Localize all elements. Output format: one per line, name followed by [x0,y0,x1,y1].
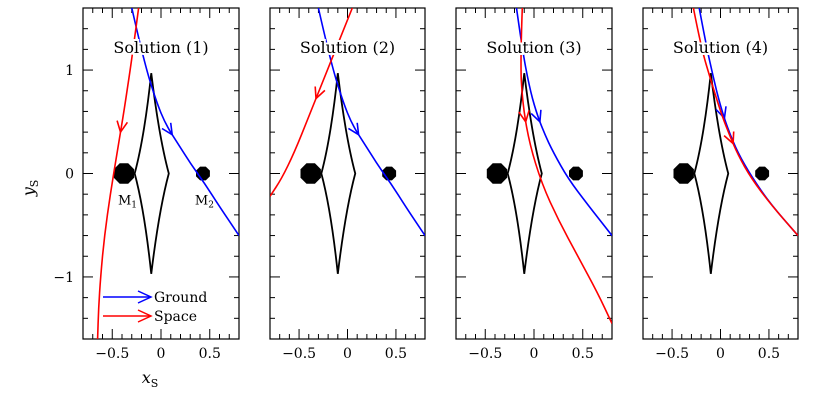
caustic-curve [506,73,543,274]
legend-ground-label: Ground [154,290,207,306]
panel-title: Solution (1) [113,38,208,57]
trajectory-space [692,8,798,237]
legend-ground-arrow-icon [137,290,153,304]
svg-text:xS: xS [142,368,159,390]
legend: Ground Space [103,290,207,325]
trajectory-ground-arrow-icon [347,122,360,137]
trajectory-ground [131,8,239,237]
x-tick-label: 0.5 [199,346,221,362]
panel-title: Solution (3) [486,38,581,57]
x-tick-label: 0 [157,346,166,362]
y-tick-label: 0 [65,167,74,183]
y-tick-label: −1 [53,270,74,286]
lens-label-2: M2 [195,194,214,211]
lens-mass-1-icon [113,163,135,184]
lens-label-name: M [118,194,131,209]
x-tick-label: 0 [716,346,725,362]
x-axis-label-text: x [142,368,151,387]
trajectory-ground [515,8,612,237]
trajectory-ground-arrow-icon [715,106,727,120]
x-tick-label: 0 [530,346,539,362]
panel-4: −0.5 0 0.5 Solution (4) [642,7,799,362]
legend-space-label: Space [154,309,197,325]
caustic-curve [320,73,357,274]
x-tick-label: −0.5 [655,346,689,362]
y-axis-label: yS [19,180,41,198]
trajectory-ground-arrow-icon [161,122,174,137]
trajectory-space-arrow-icon [116,120,129,134]
trajectory-space-arrow-icon [723,131,735,146]
trajectory-space [520,8,612,324]
lens-mass-1-icon [673,163,694,184]
lens-mass-2-icon [569,166,583,181]
y-axis-label-text: y [19,186,38,197]
trajectory-space [96,8,140,339]
lens-label-sub: 2 [208,201,214,211]
trajectory-ground [317,8,425,237]
y-tick-label: 1 [65,63,74,79]
trajectories-group [96,8,239,339]
panel-3: −0.5 0 0.5 Solution (3) [455,7,613,362]
lens-mass-1-icon [300,163,321,184]
trajectories-group [515,8,612,324]
x-tick-label: 0.5 [758,346,780,362]
trajectory-space-arrow-icon [314,86,326,101]
panel-2: −0.5 0 0.5 Solution (2) [269,7,426,362]
svg-text:yS: yS [19,180,41,198]
trajectory-ground-arrow-icon [530,109,542,124]
lens-mass-2-icon [755,166,770,181]
y-axis-label-sub: S [28,180,41,188]
panel-title: Solution (4) [673,38,768,57]
lens-mass-1-icon [486,163,508,184]
x-tick-label: 0.5 [385,346,407,362]
legend-space-arrow-icon [137,309,153,323]
x-tick-label: −0.5 [95,346,129,362]
x-tick-label: 0 [343,346,352,362]
trajectories-group [270,8,425,237]
lens-label-sub: 1 [131,201,137,211]
x-axis-label: xS [142,368,159,390]
trajectory-space [270,8,354,197]
caustic-curve [693,73,730,274]
lens-label-1: M1 [118,194,137,211]
panel-frame [642,7,799,340]
x-axis-label-sub: S [151,377,159,390]
x-tick-label: −0.5 [282,346,316,362]
caustic-curve [133,73,170,274]
trajectories-group [692,8,798,237]
x-tick-label: 0.5 [572,346,594,362]
lens-label-name: M [195,194,208,209]
panel-frame [455,7,613,340]
panel-frame [269,7,426,340]
panel-title: Solution (2) [300,38,395,57]
trajectory-space-arrow-icon [518,110,530,124]
x-tick-label: −0.5 [468,346,502,362]
